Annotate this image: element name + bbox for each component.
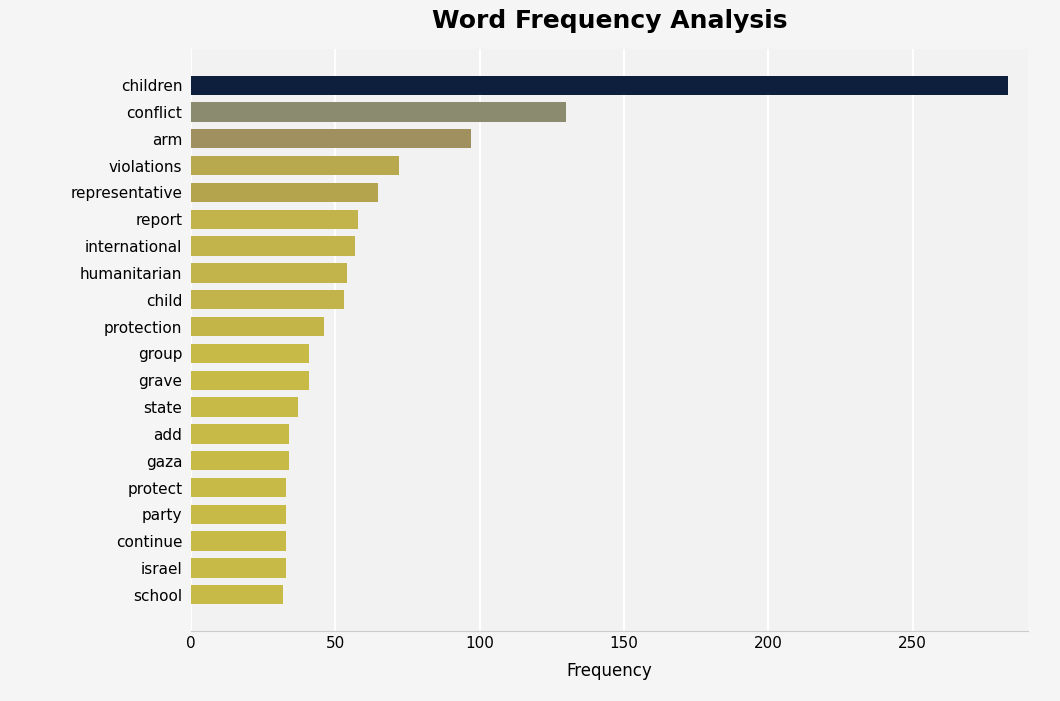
Bar (191, 397, 298, 416)
Title: Word Frequency Analysis: Word Frequency Analysis (431, 9, 788, 33)
Bar (191, 156, 399, 175)
Bar (191, 76, 1008, 95)
Bar (191, 210, 358, 229)
Bar (191, 585, 283, 604)
Bar (191, 343, 310, 363)
Bar (191, 129, 471, 149)
Bar (191, 371, 310, 390)
X-axis label: Frequency: Frequency (567, 662, 652, 680)
Bar (191, 290, 343, 309)
Bar (191, 505, 286, 524)
Bar (191, 451, 289, 470)
Bar (191, 558, 286, 578)
Bar (191, 264, 347, 283)
Bar (191, 531, 286, 551)
Bar (191, 317, 323, 336)
Bar (191, 424, 289, 444)
Bar (191, 102, 566, 122)
Bar (191, 183, 378, 202)
Bar (191, 236, 355, 256)
Bar (191, 478, 286, 497)
